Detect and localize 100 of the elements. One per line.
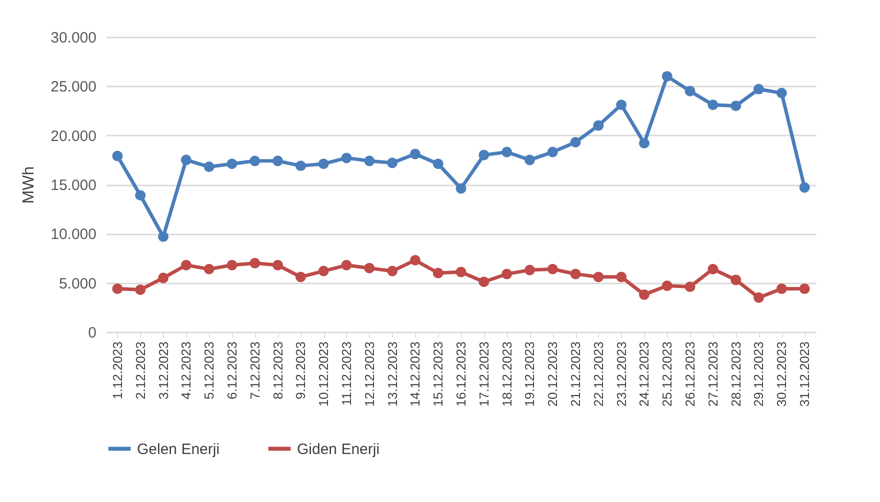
point — [410, 148, 420, 160]
x-tick-label: 26.12.2023 — [682, 342, 698, 407]
x-tick-label: 14.12.2023 — [408, 342, 423, 407]
x-tick-label: 1.12.2023 — [110, 342, 125, 400]
point — [318, 158, 329, 170]
point — [180, 154, 192, 166]
point — [662, 71, 672, 82]
point — [456, 266, 466, 278]
point — [502, 146, 512, 158]
x-tick-label: 31.12.2023 — [797, 342, 812, 407]
point — [754, 292, 764, 303]
point — [341, 152, 352, 164]
x-tick-label: 24.12.2023 — [636, 342, 652, 407]
point — [776, 284, 787, 294]
y-tick-label: 20.000 — [50, 128, 96, 145]
point — [570, 136, 581, 148]
point — [570, 268, 581, 280]
point — [776, 88, 787, 98]
x-tick-label: 20.12.2023 — [545, 342, 560, 407]
point — [799, 284, 810, 294]
point — [799, 182, 810, 193]
x-tick-label: 4.12.2023 — [178, 342, 194, 400]
point — [410, 254, 420, 266]
point — [684, 282, 696, 292]
point — [387, 158, 398, 168]
point — [593, 272, 604, 282]
x-tick-label: 9.12.2023 — [293, 342, 308, 400]
x-tick-label: 7.12.2023 — [247, 342, 262, 400]
x-tick-label: 12.12.2023 — [362, 342, 377, 407]
point — [524, 154, 535, 166]
y-tick-label: 30.000 — [50, 30, 96, 46]
point — [708, 100, 718, 110]
point — [593, 120, 604, 131]
y-tick-label: 15.000 — [50, 177, 96, 194]
point — [341, 260, 352, 270]
point — [112, 150, 123, 162]
point — [272, 260, 284, 270]
point — [250, 156, 260, 166]
x-tick-label: 18.12.2023 — [499, 342, 514, 407]
point — [364, 262, 375, 274]
x-tick-label: 10.12.2023 — [316, 342, 332, 407]
point — [432, 268, 444, 278]
x-tick-label: 15.12.2023 — [430, 342, 446, 407]
y-axis-title: MWh — [20, 166, 38, 204]
point — [112, 284, 123, 294]
x-tick-label: 27.12.2023 — [705, 342, 720, 407]
x-tick-label: 21.12.2023 — [568, 342, 584, 407]
y-tick-label: 25.000 — [50, 78, 96, 96]
x-tick-label: 3.12.2023 — [156, 342, 171, 400]
point — [684, 86, 696, 96]
x-tick-label: 23.12.2023 — [614, 342, 629, 407]
point — [318, 266, 329, 276]
point — [250, 258, 260, 268]
x-tick-label: 2.12.2023 — [132, 342, 148, 400]
point — [135, 284, 146, 295]
x-tick-label: 11.12.2023 — [338, 342, 354, 406]
point — [432, 158, 444, 170]
point — [204, 162, 214, 172]
y-tick-label: 0 — [88, 324, 96, 342]
point — [158, 272, 168, 284]
x-tick-label: 17.12.2023 — [476, 342, 492, 407]
point — [158, 231, 168, 242]
point — [662, 280, 672, 292]
point — [364, 156, 375, 166]
point — [387, 266, 398, 276]
point — [456, 183, 466, 194]
point — [524, 264, 535, 276]
point — [204, 264, 214, 274]
point — [616, 100, 627, 110]
point — [478, 150, 490, 160]
x-tick-label: 22.12.2023 — [590, 342, 606, 407]
legend-label: Giden Enerji — [297, 440, 380, 458]
x-tick-label: 6.12.2023 — [224, 342, 240, 400]
x-tick-label: 16.12.2023 — [454, 342, 468, 407]
x-tick-label: 28.12.2023 — [728, 342, 744, 407]
point — [616, 272, 627, 282]
point — [226, 260, 238, 270]
point — [638, 289, 650, 300]
y-tick-label: 5.000 — [58, 275, 96, 292]
point — [502, 268, 512, 280]
x-tick-label: 19.12.2023 — [522, 342, 538, 407]
point — [730, 274, 742, 286]
point — [547, 264, 558, 274]
point — [547, 146, 558, 158]
x-tick-label: 29.12.2023 — [751, 342, 766, 407]
point — [272, 156, 284, 166]
x-tick-label: 25.12.2023 — [660, 342, 675, 407]
point — [730, 100, 742, 112]
point — [226, 158, 238, 170]
x-tick-label: 5.12.2023 — [202, 342, 217, 400]
legend-label: Gelen Enerji — [137, 440, 220, 458]
point — [295, 160, 306, 172]
point — [478, 276, 490, 288]
point — [708, 264, 718, 274]
point — [754, 84, 764, 94]
x-tick-label: 8.12.2023 — [270, 342, 286, 400]
x-tick-label: 13.12.2023 — [384, 342, 400, 407]
x-tick-label: 30.12.2023 — [774, 342, 790, 407]
point — [135, 190, 146, 201]
point — [180, 260, 192, 270]
